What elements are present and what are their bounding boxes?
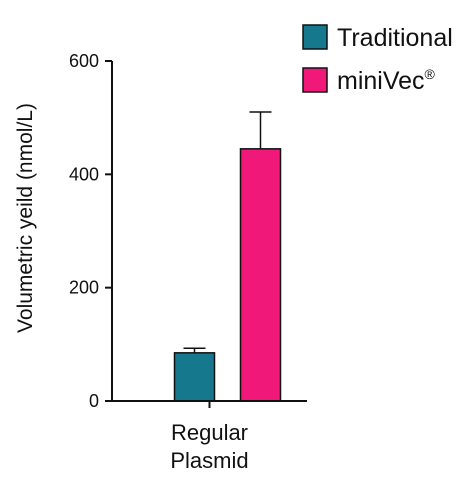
legend-label-1: miniVec® <box>337 66 436 95</box>
y-tick-label-2: 400 <box>69 164 99 184</box>
bar-1-0 <box>239 148 282 402</box>
y-tick-label-0: 0 <box>89 391 99 411</box>
x-category-label-0-1: Plasmid <box>170 448 248 473</box>
error-bars-layer <box>183 111 272 353</box>
legend-label-superscript-1: ® <box>425 66 436 82</box>
bar-0-0 <box>173 352 216 402</box>
legend-label-0: Traditional <box>337 24 453 52</box>
legend: Traditional miniVec® <box>302 24 453 95</box>
y-tick-label-1: 200 <box>69 278 99 298</box>
y-tick-label-3: 600 <box>69 51 99 71</box>
y-axis-label: Volumetric yeild (nmol/L) <box>14 103 37 333</box>
legend-swatch-1 <box>302 67 328 93</box>
legend-swatch-0 <box>302 24 328 50</box>
bars-layer <box>173 148 282 402</box>
axes-layer: 0 200 400 600 Regular Plasmid <box>69 51 307 473</box>
x-category-label-0-0: Regular <box>171 420 248 445</box>
